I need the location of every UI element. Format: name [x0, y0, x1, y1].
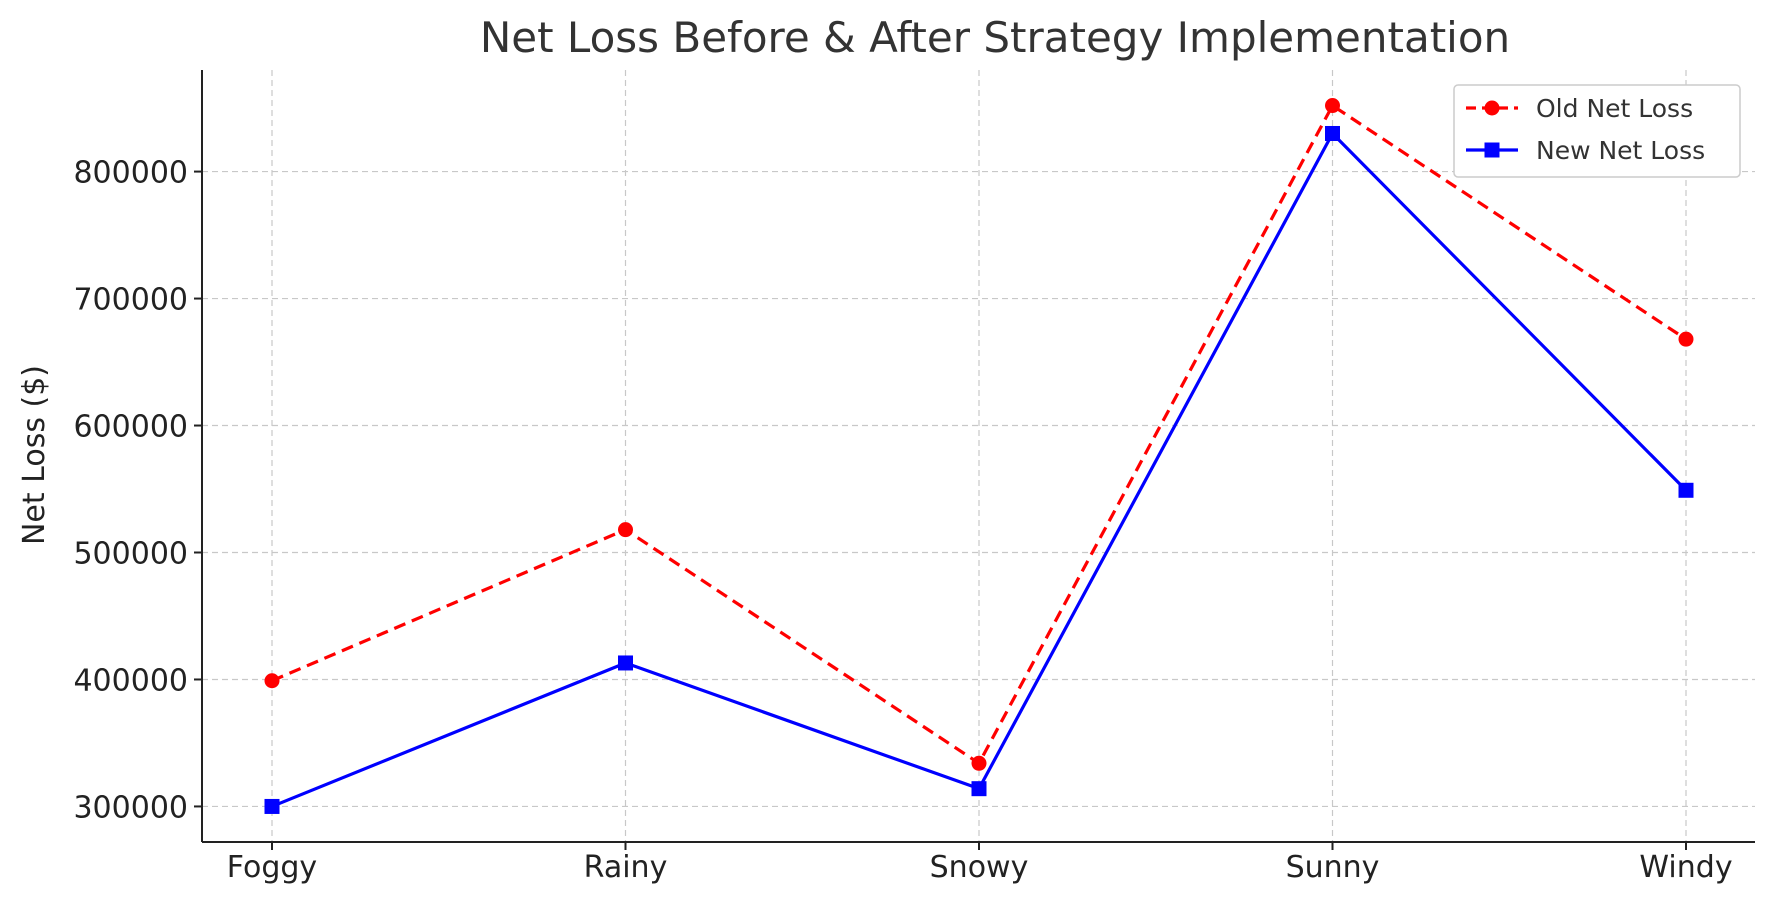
data-point	[264, 673, 280, 689]
series-0	[264, 98, 1694, 771]
x-tick-label: Windy	[1639, 850, 1732, 885]
y-tick-label: 300000	[73, 790, 188, 825]
x-tick-label: Foggy	[227, 850, 317, 885]
series-1	[264, 125, 1694, 814]
y-axis-label: Net Loss ($)	[17, 365, 52, 545]
legend-swatch-marker	[1484, 100, 1500, 116]
legend-box	[1453, 84, 1741, 178]
x-tick-label: Rainy	[584, 850, 668, 885]
y-tick-label: 700000	[73, 283, 188, 318]
legend-swatch-marker	[1484, 142, 1500, 158]
data-point	[1325, 125, 1340, 141]
series	[264, 98, 1694, 814]
data-point	[1325, 98, 1340, 114]
chart-title: Net Loss Before & After Strategy Impleme…	[480, 13, 1510, 62]
data-point	[264, 798, 280, 814]
data-point	[618, 522, 633, 538]
data-point	[971, 781, 987, 797]
legend-label: Old Net Loss	[1536, 94, 1693, 123]
data-point	[1678, 482, 1694, 498]
y-tick-label: 600000	[73, 410, 188, 445]
tick-labels: Foggy Rainy Snowy Sunny Windy 300000 400000 500…	[73, 156, 1732, 885]
grid-lines	[202, 70, 1755, 842]
data-point	[618, 655, 633, 671]
x-tick-label: Sunny	[1286, 850, 1380, 885]
legend-label: New Net Loss	[1536, 136, 1705, 165]
data-point	[971, 755, 987, 771]
legend: Old Net Loss New Net Loss	[1453, 84, 1741, 178]
y-tick-label: 500000	[73, 537, 188, 572]
y-tick-label: 800000	[73, 156, 188, 191]
x-tick-label: Snowy	[930, 850, 1029, 885]
data-point	[1678, 331, 1694, 347]
y-tick-label: 400000	[73, 663, 188, 698]
